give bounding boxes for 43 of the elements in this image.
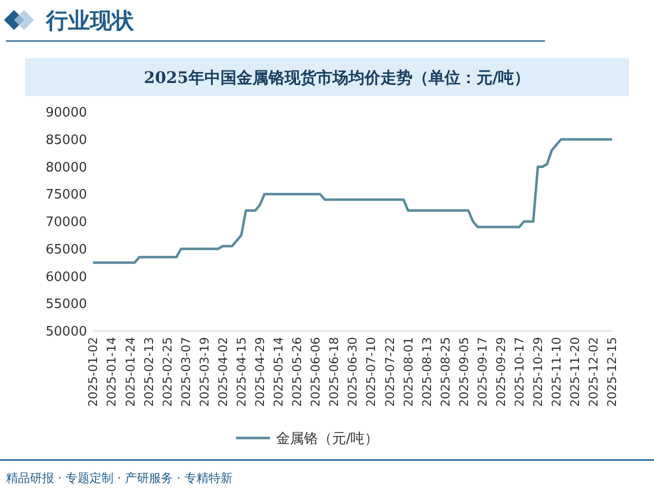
text: 精品研报 · 专题定制 · 产研服务 · 专精特新 bbox=[6, 471, 232, 485]
x-tick-label: 2025-01-14 bbox=[104, 337, 119, 407]
x-tick-label: 2025-06-06 bbox=[308, 337, 323, 407]
x-tick-label: 2025-09-29 bbox=[494, 337, 508, 407]
x-tick-label: 2025-09-05 bbox=[456, 337, 471, 407]
x-tick-label: 2025-10-17 bbox=[512, 337, 527, 407]
y-tick-label: 70000 bbox=[46, 215, 87, 230]
legend-label: 金属铬（元/吨） bbox=[276, 430, 379, 447]
y-tick-label: 80000 bbox=[46, 160, 87, 176]
x-tick-label: 2025-06-18 bbox=[327, 337, 342, 407]
y-tick-label: 65000 bbox=[46, 242, 87, 258]
x-tick-label: 2025-02-25 bbox=[160, 337, 174, 407]
x-tick-label: 2025-11-20 bbox=[568, 337, 582, 407]
x-tick-label: 2025-02-13 bbox=[142, 337, 156, 407]
y-tick-label: 60000 bbox=[46, 270, 87, 285]
x-tick-label: 2025-03-19 bbox=[197, 337, 212, 407]
y-tick-label: 85000 bbox=[46, 132, 87, 148]
x-tick-label: 2025-04-02 bbox=[216, 337, 230, 407]
x-tick-label: 2025-09-17 bbox=[475, 337, 490, 407]
x-tick-label: 2025-05-14 bbox=[272, 337, 286, 407]
y-tick-label: 75000 bbox=[46, 188, 87, 203]
x-tick-label: 2025-04-29 bbox=[253, 337, 268, 407]
x-tick-label: 2025-08-01 bbox=[401, 337, 416, 407]
x-tick-label: 2025-03-07 bbox=[178, 337, 193, 407]
x-tick-label: 2025-07-22 bbox=[382, 337, 397, 407]
x-tick-label: 2025-12-02 bbox=[586, 337, 601, 407]
x-tick-label: 2025-04-15 bbox=[234, 337, 248, 407]
x-tick-label: 2025-12-15 bbox=[605, 337, 620, 407]
x-tick-label: 2025-06-30 bbox=[346, 337, 360, 407]
text: 行业现状 bbox=[45, 9, 135, 34]
line-series bbox=[92, 138, 614, 264]
x-tick-label: 2025-01-24 bbox=[123, 337, 138, 407]
x-tick-label: 2025-11-10 bbox=[550, 337, 564, 407]
x-tick-label: 2025-08-13 bbox=[420, 337, 434, 407]
x-tick-label: 2025-01-02 bbox=[86, 337, 100, 407]
x-tick-label: 2025-05-26 bbox=[290, 337, 304, 407]
chart-title: 2025年中国金属铬现货市场均价走势（单位：元/吨） bbox=[144, 68, 530, 87]
y-tick-label: 90000 bbox=[46, 106, 87, 121]
x-tick-label: 2025-10-29 bbox=[531, 337, 546, 407]
y-tick-label: 50000 bbox=[46, 324, 87, 340]
x-tick-label: 2025-08-25 bbox=[438, 337, 452, 407]
y-tick-label: 55000 bbox=[46, 297, 87, 312]
x-tick-label: 2025-07-10 bbox=[364, 337, 378, 407]
